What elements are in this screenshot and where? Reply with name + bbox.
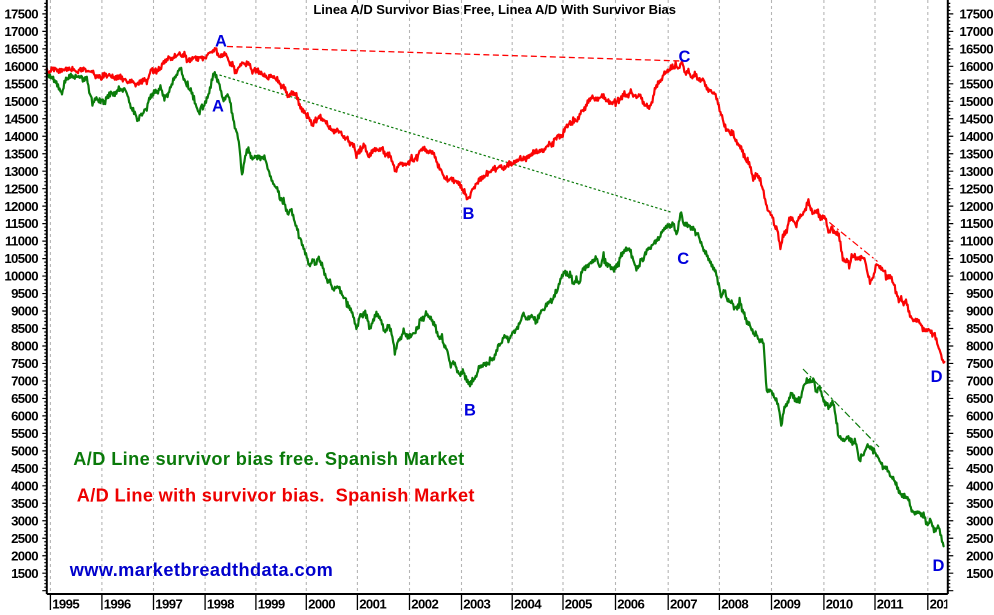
svg-text:12500: 12500 (959, 181, 993, 196)
svg-text:9000: 9000 (11, 304, 38, 319)
svg-text:8000: 8000 (11, 339, 38, 354)
svg-text:2500: 2500 (11, 531, 38, 546)
svg-text:6000: 6000 (966, 409, 993, 424)
svg-text:16500: 16500 (4, 42, 38, 57)
svg-text:13500: 13500 (4, 146, 38, 161)
svg-text:6000: 6000 (11, 409, 38, 424)
svg-text:2000: 2000 (308, 597, 335, 611)
svg-text:1997: 1997 (155, 597, 182, 611)
svg-text:11000: 11000 (960, 234, 993, 249)
svg-text:3000: 3000 (966, 513, 993, 528)
svg-text:A/D Line with survivor bias.: A/D Line with survivor bias. Spanish Mar… (77, 485, 475, 505)
svg-text:6500: 6500 (11, 391, 38, 406)
svg-text:5000: 5000 (11, 444, 38, 459)
svg-text:12000: 12000 (959, 199, 993, 214)
svg-text:10500: 10500 (959, 251, 993, 266)
svg-text:15500: 15500 (4, 76, 38, 91)
svg-text:7000: 7000 (11, 374, 38, 389)
svg-text:5000: 5000 (966, 444, 993, 459)
svg-text:11500: 11500 (5, 216, 38, 231)
svg-text:D: D (931, 368, 943, 386)
svg-text:9000: 9000 (966, 304, 993, 319)
svg-text:4000: 4000 (966, 478, 993, 493)
svg-text:2009: 2009 (773, 597, 800, 611)
svg-text:10500: 10500 (4, 251, 38, 266)
svg-text:1995: 1995 (52, 597, 79, 611)
svg-text:14000: 14000 (959, 129, 993, 144)
svg-text:C: C (677, 250, 689, 268)
svg-text:2004: 2004 (514, 597, 542, 611)
svg-text:16000: 16000 (4, 59, 38, 74)
svg-text:16500: 16500 (959, 42, 993, 57)
svg-text:14000: 14000 (4, 129, 38, 144)
svg-text:10000: 10000 (4, 269, 38, 284)
svg-text:17500: 17500 (4, 7, 38, 22)
svg-text:2007: 2007 (670, 597, 697, 611)
svg-text:17000: 17000 (959, 24, 993, 39)
svg-text:7000: 7000 (966, 374, 993, 389)
svg-text:2001: 2001 (359, 597, 386, 611)
svg-text:4500: 4500 (11, 461, 38, 476)
svg-text:2008: 2008 (721, 597, 748, 611)
svg-text:C: C (678, 48, 690, 66)
svg-text:3500: 3500 (11, 496, 38, 511)
svg-text:2005: 2005 (565, 597, 592, 611)
svg-text:15500: 15500 (959, 76, 993, 91)
svg-text:5500: 5500 (966, 426, 993, 441)
svg-text:8500: 8500 (966, 321, 993, 336)
svg-text:17500: 17500 (959, 7, 993, 22)
svg-text:9500: 9500 (966, 286, 993, 301)
svg-text:2002: 2002 (411, 597, 438, 611)
svg-text:1998: 1998 (207, 597, 234, 611)
svg-text:13000: 13000 (959, 164, 993, 179)
svg-text:2000: 2000 (966, 548, 993, 563)
svg-text:14500: 14500 (4, 111, 38, 126)
svg-text:15000: 15000 (4, 94, 38, 109)
svg-text:www.marketbreadthdata.com: www.marketbreadthdata.com (69, 560, 334, 580)
svg-text:9500: 9500 (11, 286, 38, 301)
svg-text:2500: 2500 (966, 531, 993, 546)
svg-text:12500: 12500 (4, 181, 38, 196)
svg-text:4500: 4500 (966, 461, 993, 476)
svg-text:2003: 2003 (463, 597, 490, 611)
svg-text:D: D (933, 557, 945, 575)
svg-text:2011: 2011 (877, 597, 903, 611)
svg-text:A/D Line survivor bias free. S: A/D Line survivor bias free. Spanish Mar… (73, 449, 464, 469)
svg-text:1500: 1500 (11, 566, 38, 581)
svg-text:10000: 10000 (959, 269, 993, 284)
svg-text:B: B (464, 401, 476, 419)
svg-text:17000: 17000 (4, 24, 38, 39)
svg-text:5500: 5500 (11, 426, 38, 441)
svg-text:11500: 11500 (960, 216, 993, 231)
svg-text:7500: 7500 (966, 356, 993, 371)
svg-text:12000: 12000 (4, 199, 38, 214)
svg-text:8500: 8500 (11, 321, 38, 336)
svg-text:2006: 2006 (617, 597, 644, 611)
svg-text:3500: 3500 (966, 496, 993, 511)
svg-text:15000: 15000 (959, 94, 993, 109)
svg-text:1996: 1996 (104, 597, 131, 611)
svg-text:8000: 8000 (966, 339, 993, 354)
svg-text:13500: 13500 (959, 146, 993, 161)
svg-text:1999: 1999 (258, 597, 285, 611)
svg-text:B: B (463, 205, 475, 223)
svg-text:13000: 13000 (4, 164, 38, 179)
svg-text:4000: 4000 (11, 478, 38, 493)
svg-text:1500: 1500 (966, 566, 993, 581)
svg-text:A: A (215, 32, 227, 50)
svg-text:3000: 3000 (11, 513, 38, 528)
svg-text:6500: 6500 (966, 391, 993, 406)
svg-text:16000: 16000 (959, 59, 993, 74)
svg-text:7500: 7500 (11, 356, 38, 371)
svg-text:2010: 2010 (826, 597, 853, 611)
svg-text:A: A (212, 98, 224, 116)
svg-text:2012: 2012 (930, 597, 957, 611)
svg-text:14500: 14500 (959, 111, 993, 126)
svg-text:Linea A/D Survivor Bias Free,: Linea A/D Survivor Bias Free, Linea A/D … (313, 2, 676, 17)
svg-text:11000: 11000 (5, 234, 38, 249)
svg-text:2000: 2000 (11, 548, 38, 563)
